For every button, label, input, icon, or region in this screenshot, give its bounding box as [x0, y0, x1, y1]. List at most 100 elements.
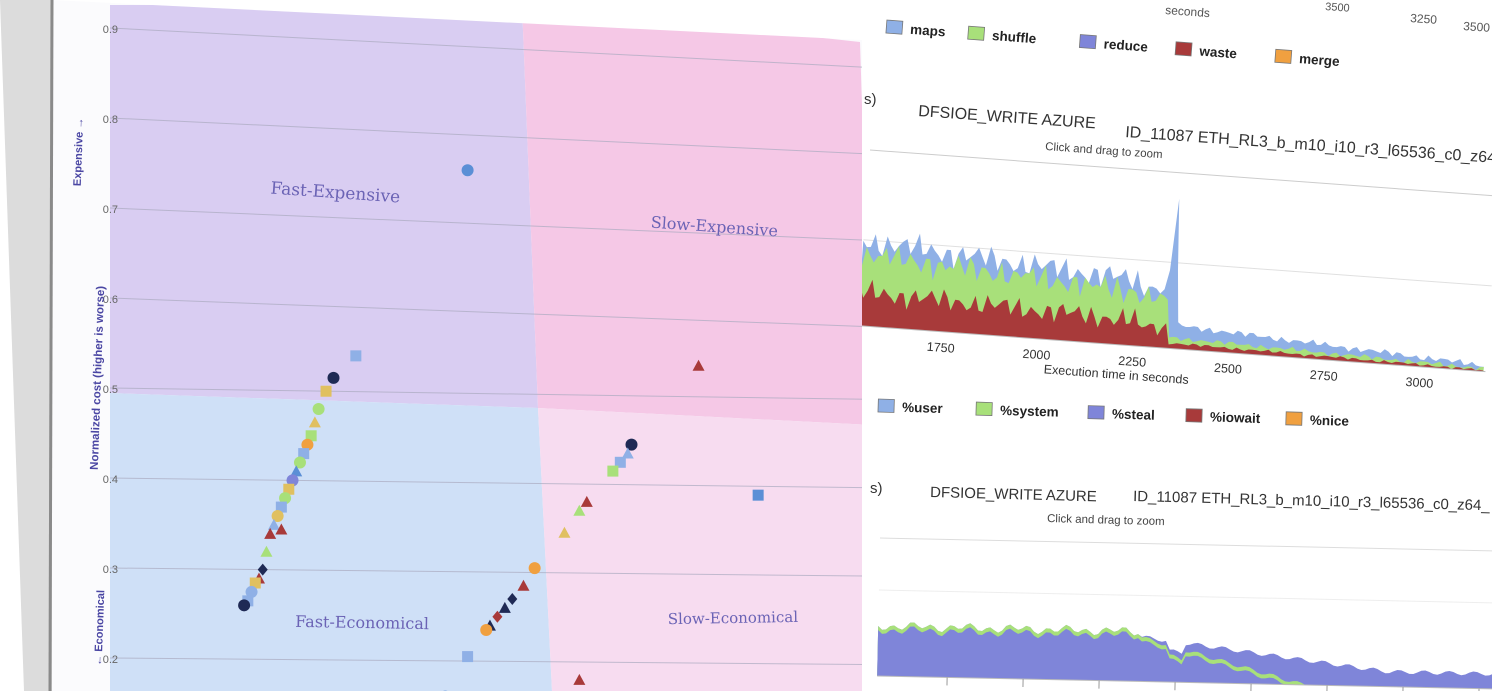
chart1-x-tick: 2750: [1309, 368, 1338, 384]
legend-label[interactable]: waste: [1198, 44, 1238, 62]
scatter-point: [507, 593, 518, 606]
chart1-x-axis: [862, 325, 1486, 373]
scatter-point: [312, 403, 325, 416]
slow-economical-label: Slow-Economical: [668, 608, 799, 628]
scatter-point: [614, 456, 626, 468]
gridline: [109, 27, 878, 69]
task-phase-legend: maps shuffle reduce waste merge: [885, 19, 1341, 69]
y-axis-label-economical: ← Economical: [93, 590, 108, 666]
scatter-point: [517, 579, 530, 591]
top-tick-fragment: 3500: [1325, 1, 1350, 15]
legend-swatch: [975, 401, 993, 416]
gridline: [109, 207, 878, 242]
shuffle-area: [862, 245, 1484, 372]
y-tick-label: 0.6: [103, 294, 118, 306]
scatter-point: [607, 465, 619, 477]
y-tick-label: 0.5: [103, 384, 118, 396]
chart1-x-tick: 2250: [1118, 354, 1147, 370]
y-tick-labels: 0.2 0.3 0.4 0.5 0.6 0.7 0.8 0.9: [103, 24, 118, 666]
scatter-point: [283, 483, 295, 495]
chart1-plot: 17502000225025002750300032503500 Executi…: [862, 149, 1492, 391]
quadrant-fast-expensive: [110, 5, 538, 408]
legend-swatch: [967, 25, 986, 41]
legend-label[interactable]: %user: [902, 400, 944, 416]
legend-label[interactable]: maps: [910, 22, 946, 40]
scatter-point: [320, 385, 332, 397]
top-xlabel-fragment: seconds: [1165, 3, 1211, 20]
chart2-plot: [877, 537, 1492, 691]
scatter-point: [301, 438, 314, 451]
chart2-title: DFSIOE_WRITE AZURE: [930, 484, 1097, 505]
legend-label[interactable]: merge: [1299, 51, 1341, 69]
scatter-point: [573, 673, 586, 685]
scatter-point: [498, 601, 511, 613]
legend-label[interactable]: %iowait: [1210, 409, 1261, 426]
legend-swatch: [877, 398, 895, 413]
gridline: [109, 117, 878, 155]
gridline: [109, 567, 878, 577]
cluster-monitoring-panel: seconds 3500 3250 3500 maps shuffle reduce…: [862, 0, 1492, 691]
quadrant-fast-economical: [110, 393, 552, 691]
scatter-point: [298, 448, 310, 460]
scatter-point: [275, 523, 288, 535]
chart1-x-tick: 1750: [926, 340, 955, 356]
top-tick-3250: 3250: [1410, 11, 1438, 27]
y-tick-label: 0.3: [103, 564, 118, 576]
quadrant-slow-economical: [538, 408, 878, 691]
legend-label[interactable]: reduce: [1103, 36, 1149, 54]
legend-swatch: [1174, 41, 1193, 57]
y-tick-label: 0.8: [103, 114, 118, 126]
legend-label[interactable]: %steal: [1112, 406, 1155, 422]
y-axis-label-expensive: Expensive →: [72, 117, 86, 186]
legend-label[interactable]: shuffle: [991, 28, 1037, 46]
scatter-point: [249, 577, 261, 589]
y-tick-label: 0.7: [103, 204, 118, 216]
scatter-point: [558, 526, 571, 538]
y-tick-label: 0.4: [103, 474, 118, 486]
scatter-point: [625, 438, 638, 451]
gridline: [109, 657, 878, 666]
legend-swatch: [1285, 411, 1303, 426]
chart1-fragment: s): [864, 91, 877, 108]
page-edge-line: [48, 0, 54, 691]
legend-swatch: [1185, 408, 1203, 423]
page-edge-left: [0, 0, 52, 691]
scatter-point: [286, 474, 299, 487]
scatter-point: [621, 447, 634, 459]
quadrant-slow-expensive: [522, 5, 872, 425]
scatter-point: [260, 545, 273, 557]
scatter-point: [257, 563, 268, 576]
chart1-x-tick: 3000: [1405, 375, 1434, 391]
scatter-point: [327, 371, 340, 384]
chart1-x-tick: 2000: [1022, 347, 1051, 363]
scatter-point: [573, 504, 586, 516]
cpu-usage-legend: %user %system %steal %iowait %nice: [877, 398, 1350, 429]
gridline: [109, 297, 878, 328]
user-area: [877, 626, 1492, 689]
cost-scatter-chart: 0.20.30.40.50.60.70.80.9 Fast-Expensive …: [52, 0, 878, 691]
scatter-point: [267, 518, 280, 530]
legend-swatch: [885, 19, 904, 35]
fast-economical-label: Fast-Economical: [295, 612, 429, 633]
y-tick-label: 0.2: [103, 654, 118, 666]
scatter-point: [461, 164, 474, 177]
scatter-point: [275, 501, 287, 513]
scatter-point: [462, 651, 474, 663]
y-gridlines: [109, 27, 878, 666]
y-tick-label: 0.9: [103, 24, 118, 36]
scatter-point: [480, 623, 493, 636]
scatter-point: [492, 610, 503, 623]
scatter-point: [245, 585, 258, 598]
chart1-x-tick-labels: 17502000225025002750300032503500: [926, 340, 1434, 391]
legend-swatch: [1087, 405, 1105, 420]
legend-label[interactable]: %nice: [1310, 413, 1350, 429]
chart1-x-tick: 2500: [1214, 361, 1243, 377]
top-tick-3500: 3500: [1463, 19, 1491, 35]
gridline: [109, 387, 878, 400]
legend-label[interactable]: %system: [1000, 403, 1059, 420]
scatter-points: [238, 164, 764, 691]
scatter-point: [305, 430, 317, 442]
scatter-point: [279, 492, 292, 505]
scatter-point: [692, 359, 705, 371]
